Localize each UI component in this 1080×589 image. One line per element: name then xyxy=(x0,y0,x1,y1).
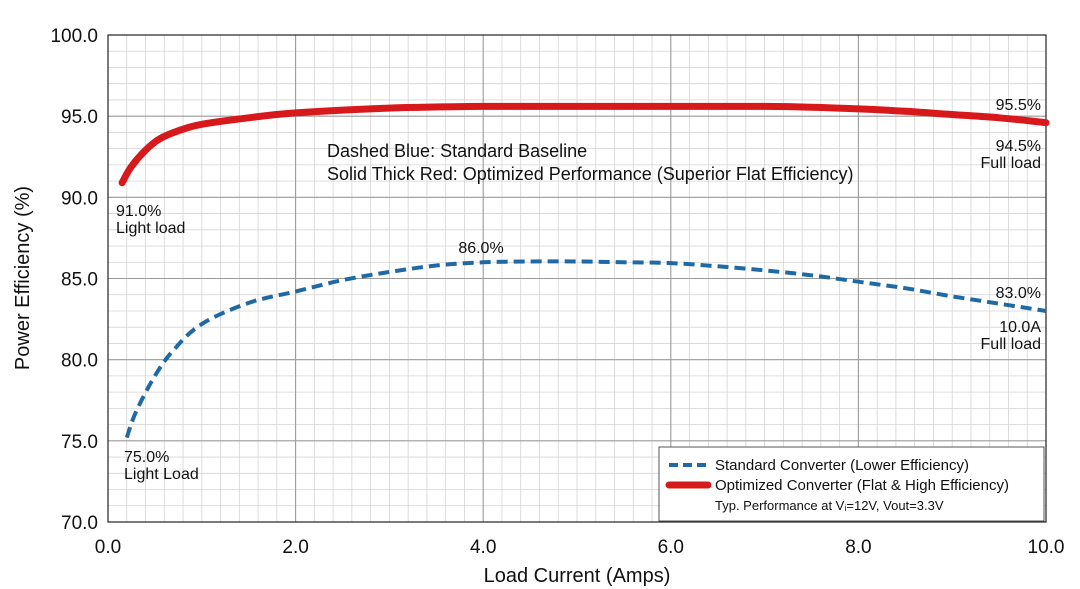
legend-standard-label: Standard Converter (Lower Efficiency) xyxy=(715,457,969,474)
y-tick-label: 95.0 xyxy=(61,107,98,128)
opt-end-load-label: Full load xyxy=(981,155,1041,172)
legend: Standard Converter (Lower Efficiency) Op… xyxy=(658,446,1045,522)
x-tick-label: 10.0 xyxy=(1028,537,1065,558)
y-axis-ticks: 70.0 75.0 80.0 85.0 90.0 95.0 100.0 xyxy=(50,26,98,534)
y-tick-label: 80.0 xyxy=(61,351,98,372)
legend-box xyxy=(658,446,1045,522)
opt-end-peak-label: 95.5% xyxy=(996,97,1041,114)
x-tick-label: 0.0 xyxy=(95,537,121,558)
y-tick-label: 85.0 xyxy=(61,270,98,291)
std-end-load-label: Full load xyxy=(981,336,1041,353)
x-tick-label: 2.0 xyxy=(282,537,308,558)
standard-converter-line xyxy=(124,259,1047,439)
y-tick-label: 75.0 xyxy=(61,432,98,453)
x-tick-label: 6.0 xyxy=(658,537,684,558)
note-optimized-performance: Solid Thick Red: Optimized Performance (… xyxy=(327,164,854,184)
legend-conditions-label: Typ. Performance at Vᵢ=12V, Vout=3.3V xyxy=(715,498,944,513)
x-axis-ticks: 0.0 2.0 4.0 6.0 8.0 10.0 xyxy=(95,537,1065,558)
std-end-value-label: 83.0% xyxy=(996,285,1041,302)
plot-frame xyxy=(107,34,1047,523)
opt-start-value-label: 91.0% xyxy=(116,203,161,220)
y-tick-label: 100.0 xyxy=(50,26,98,47)
x-tick-label: 4.0 xyxy=(470,537,496,558)
y-axis-title: Power Efficiency (%) xyxy=(12,186,34,370)
optimized-converter-line xyxy=(118,102,1050,187)
opt-start-load-label: Light load xyxy=(116,220,185,237)
legend-optimized-label: Optimized Converter (Flat & High Efficie… xyxy=(715,477,1009,494)
opt-end-value-label: 94.5% xyxy=(996,138,1041,155)
x-axis-title: Load Current (Amps) xyxy=(484,565,671,587)
y-tick-label: 70.0 xyxy=(61,513,98,534)
y-tick-label: 90.0 xyxy=(61,188,98,209)
std-peak-value-label: 86.0% xyxy=(458,240,503,257)
std-start-load-label: Light Load xyxy=(124,466,199,483)
note-standard-baseline: Dashed Blue: Standard Baseline xyxy=(327,141,587,161)
std-end-current-label: 10.0A xyxy=(999,319,1041,336)
std-start-value-label: 75.0% xyxy=(124,449,169,466)
x-tick-label: 8.0 xyxy=(845,537,871,558)
